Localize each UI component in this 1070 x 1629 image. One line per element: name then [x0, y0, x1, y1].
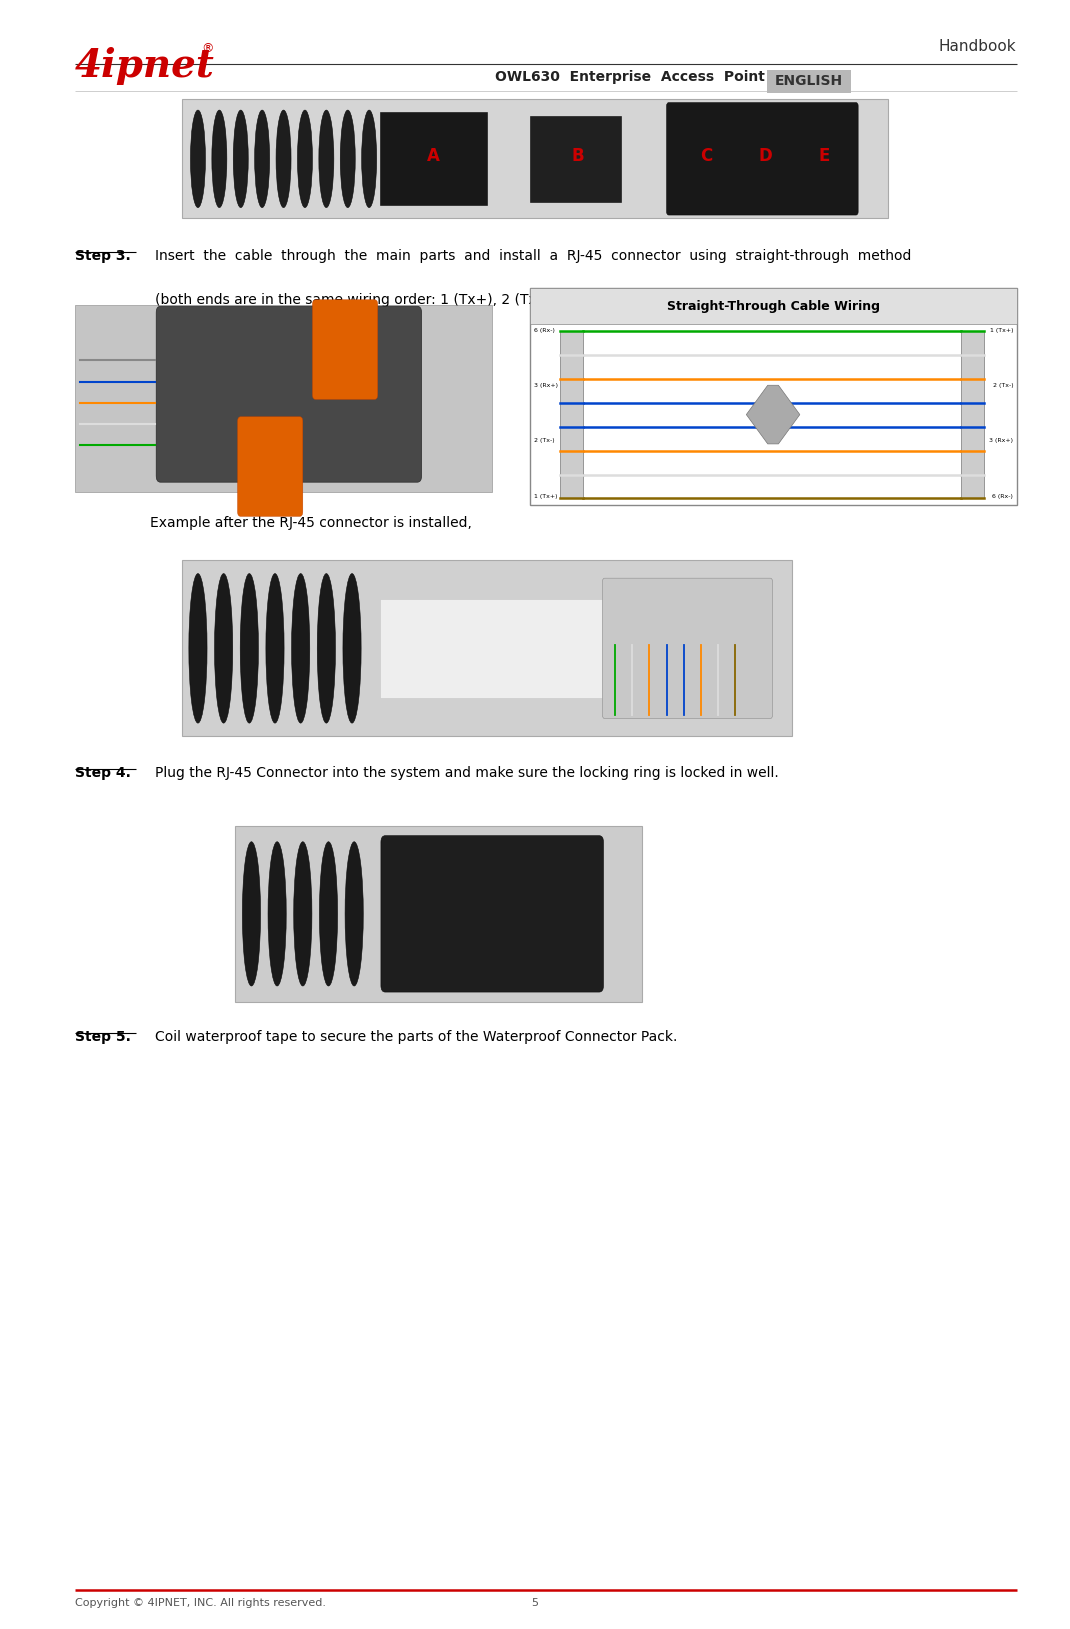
FancyBboxPatch shape — [667, 103, 858, 215]
FancyBboxPatch shape — [75, 305, 492, 492]
Text: 1 (Tx+): 1 (Tx+) — [534, 494, 557, 498]
Text: ENGLISH: ENGLISH — [775, 75, 843, 88]
Text: OWL630  Enterprise  Access  Point: OWL630 Enterprise Access Point — [495, 70, 765, 85]
Ellipse shape — [268, 842, 287, 986]
Text: 5: 5 — [532, 1598, 538, 1608]
Ellipse shape — [342, 573, 362, 723]
FancyBboxPatch shape — [767, 70, 851, 93]
FancyBboxPatch shape — [961, 331, 984, 498]
Ellipse shape — [340, 111, 355, 207]
Text: 3 (Rx+): 3 (Rx+) — [990, 438, 1013, 443]
Text: 2 (Tx-): 2 (Tx-) — [993, 383, 1013, 388]
Ellipse shape — [242, 842, 261, 986]
Text: Handbook: Handbook — [938, 39, 1016, 54]
FancyBboxPatch shape — [380, 599, 605, 697]
Ellipse shape — [291, 573, 310, 723]
FancyBboxPatch shape — [182, 560, 792, 736]
Ellipse shape — [188, 573, 208, 723]
Text: Step 5.: Step 5. — [75, 1030, 131, 1044]
FancyBboxPatch shape — [380, 112, 487, 205]
FancyBboxPatch shape — [235, 826, 642, 1002]
Text: 4ipnet: 4ipnet — [75, 47, 215, 85]
FancyBboxPatch shape — [602, 578, 773, 718]
Text: Copyright © 4IPNET, INC. All rights reserved.: Copyright © 4IPNET, INC. All rights rese… — [75, 1598, 326, 1608]
FancyBboxPatch shape — [238, 417, 303, 516]
Text: 6 (Rx-): 6 (Rx-) — [992, 494, 1013, 498]
Text: B: B — [571, 148, 584, 166]
FancyBboxPatch shape — [530, 116, 621, 202]
FancyBboxPatch shape — [560, 331, 583, 498]
Ellipse shape — [362, 111, 377, 207]
Text: A: A — [427, 148, 440, 166]
Text: ®: ® — [201, 42, 214, 55]
Ellipse shape — [319, 842, 338, 986]
Text: Step 4.: Step 4. — [75, 766, 131, 780]
Text: Example after the RJ-45 connector is installed,: Example after the RJ-45 connector is ins… — [150, 516, 472, 531]
Ellipse shape — [240, 573, 259, 723]
Text: Step 3.: Step 3. — [75, 249, 131, 264]
Text: Plug the RJ-45 Connector into the system and make sure the locking ring is locke: Plug the RJ-45 Connector into the system… — [155, 766, 779, 780]
Ellipse shape — [212, 111, 227, 207]
FancyBboxPatch shape — [381, 836, 603, 992]
Text: E: E — [819, 148, 829, 166]
Text: D: D — [759, 148, 771, 166]
Text: (both ends are in the same wiring order: 1 (Tx+), 2 (Tx-), 3 (Rx+), 6 (Rx-)).: (both ends are in the same wiring order:… — [155, 293, 675, 308]
Text: C: C — [700, 148, 713, 166]
Text: 1 (Tx+): 1 (Tx+) — [990, 327, 1013, 334]
Ellipse shape — [317, 573, 336, 723]
FancyBboxPatch shape — [182, 99, 888, 218]
Ellipse shape — [276, 111, 291, 207]
Text: 6 (Rx-): 6 (Rx-) — [534, 327, 555, 334]
Ellipse shape — [297, 111, 312, 207]
Ellipse shape — [190, 111, 205, 207]
Text: Coil waterproof tape to secure the parts of the Waterproof Connector Pack.: Coil waterproof tape to secure the parts… — [155, 1030, 677, 1044]
Ellipse shape — [255, 111, 270, 207]
Ellipse shape — [233, 111, 248, 207]
Ellipse shape — [319, 111, 334, 207]
Ellipse shape — [293, 842, 312, 986]
FancyBboxPatch shape — [312, 300, 378, 399]
Ellipse shape — [265, 573, 285, 723]
Text: Insert  the  cable  through  the  main  parts  and  install  a  RJ-45  connector: Insert the cable through the main parts … — [155, 249, 912, 264]
FancyBboxPatch shape — [530, 288, 1016, 324]
Polygon shape — [747, 386, 799, 445]
Text: 2 (Tx-): 2 (Tx-) — [534, 438, 554, 443]
Ellipse shape — [345, 842, 364, 986]
Ellipse shape — [214, 573, 233, 723]
Text: 3 (Rx+): 3 (Rx+) — [534, 383, 557, 388]
FancyBboxPatch shape — [530, 288, 1016, 505]
Text: Straight-Through Cable Wiring: Straight-Through Cable Wiring — [667, 300, 880, 313]
FancyBboxPatch shape — [156, 306, 422, 482]
